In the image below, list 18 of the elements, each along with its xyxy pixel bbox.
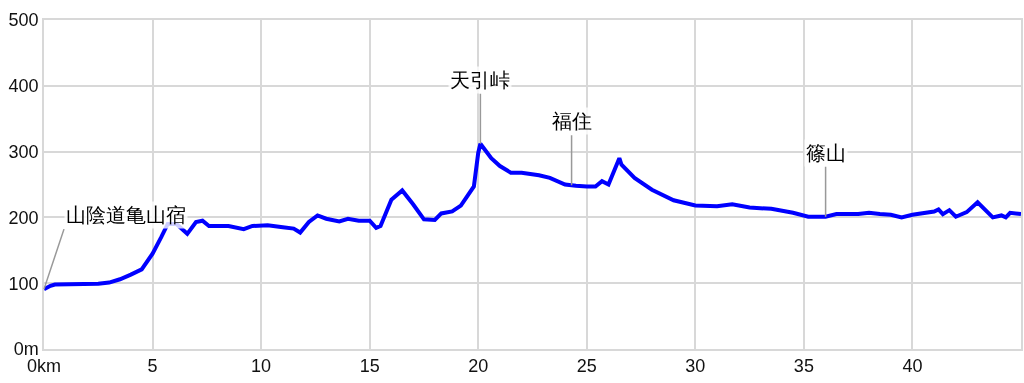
y-tick-label: 400: [8, 76, 39, 97]
y-tick-label: 200: [8, 207, 39, 228]
x-tick-label: 35: [793, 356, 814, 377]
x-tick-label: 10: [251, 356, 272, 377]
x-tick-label: 15: [359, 356, 380, 377]
annotation: 篠山: [806, 141, 846, 165]
annotation: 天引峠: [450, 68, 510, 92]
annotation: 福住: [552, 109, 592, 133]
x-tick-label: 25: [576, 356, 597, 377]
x-tick-label: 30: [685, 356, 706, 377]
y-tick-label: 500: [8, 10, 39, 31]
y-tick-label: 100: [8, 273, 39, 294]
x-tick-label: 20: [468, 356, 489, 377]
x-tick-label: 40: [902, 356, 923, 377]
line-series: [44, 141, 1021, 292]
x-tick-label: 5: [147, 356, 158, 377]
annotation: 山陰道亀山宿: [66, 203, 186, 227]
y-tick-label: 300: [8, 141, 39, 162]
